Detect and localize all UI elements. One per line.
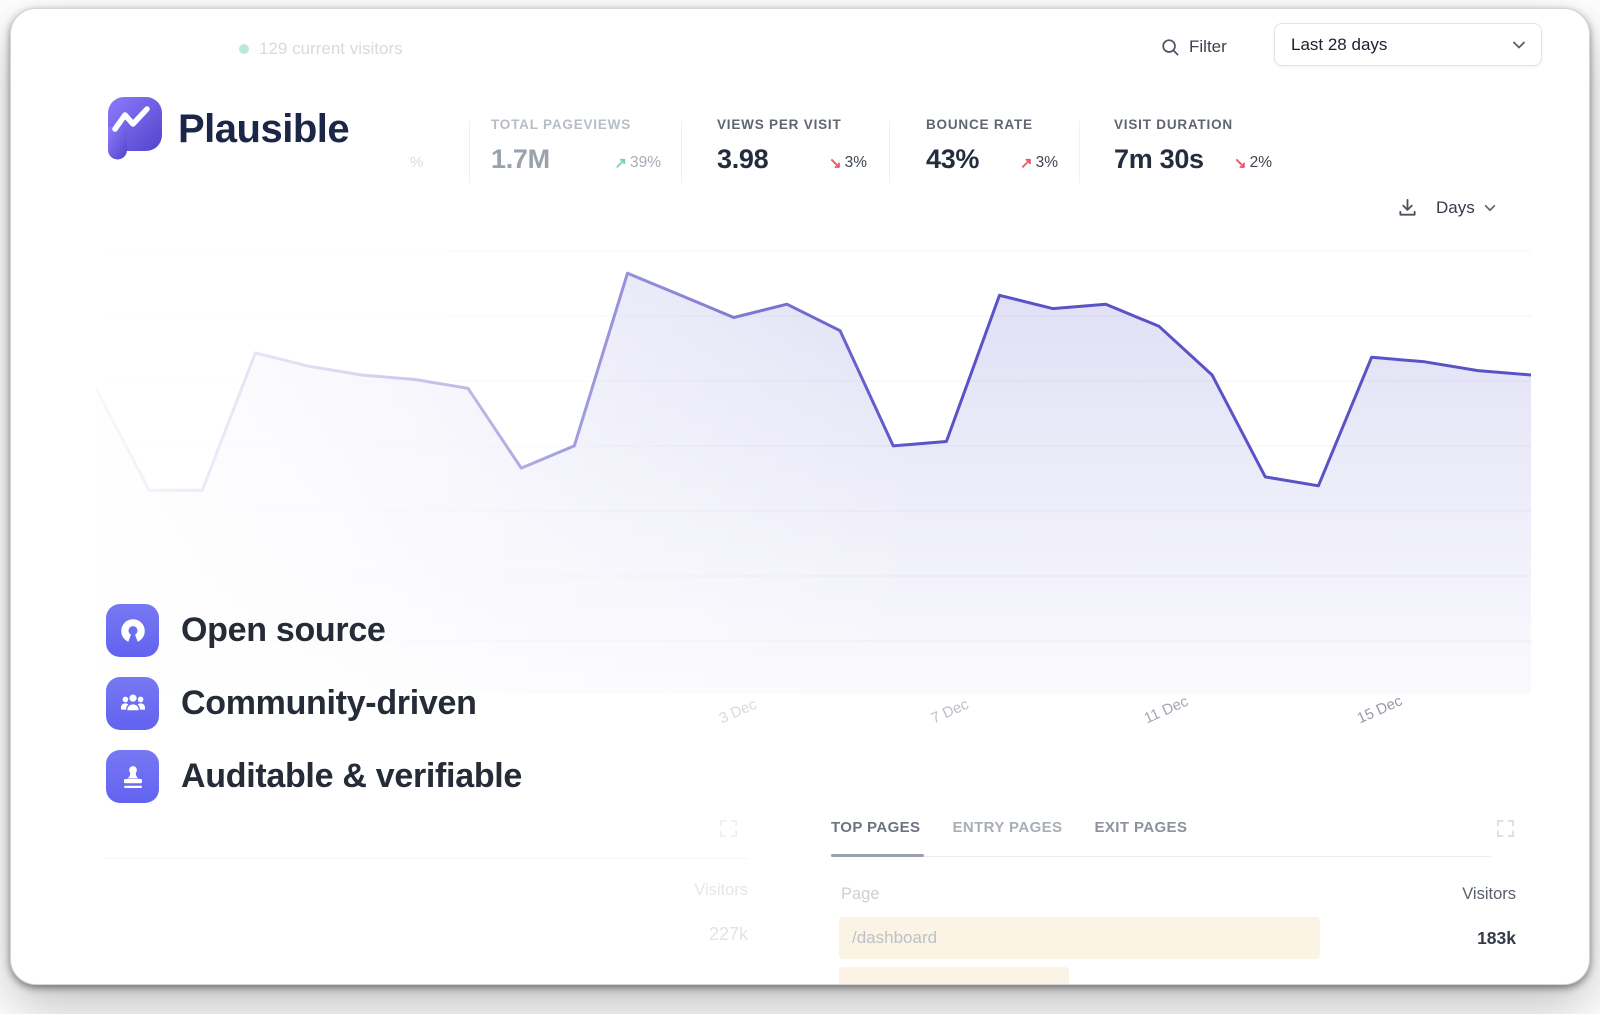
visitors-column-header: Visitors <box>694 881 748 899</box>
feature-list: Open source Community-driven <box>106 604 522 823</box>
plausible-logo: Plausible <box>108 97 350 161</box>
stat-divider <box>889 121 890 183</box>
current-visitors-label: 129 current visitors <box>259 39 403 58</box>
interval-dropdown[interactable]: Days <box>1436 198 1497 218</box>
tab-exit-pages[interactable]: EXIT PAGES <box>1094 819 1188 836</box>
interval-value: Days <box>1436 197 1475 217</box>
expand-icon[interactable] <box>1496 819 1515 838</box>
stat-label: VIEWS PER VISIT <box>717 117 842 132</box>
feature-auditable-verifiable: Auditable & verifiable <box>106 750 522 803</box>
feature-label: Auditable & verifiable <box>181 757 523 795</box>
community-icon <box>106 677 159 730</box>
dashboard-window: 129 current visitors Filter Last 28 days… <box>10 8 1590 985</box>
active-tab-underline <box>831 854 924 857</box>
table-row[interactable]: /dashboard 183k <box>839 917 1516 959</box>
trend-down-icon <box>1234 154 1247 172</box>
stat-value: 3.98 <box>717 144 769 174</box>
visitors-column-header: Visitors <box>1462 885 1516 903</box>
stat-bounce-rate[interactable]: BOUNCE RATE 43% 3% <box>926 117 1058 175</box>
x-tick-label: 7 Dec <box>928 695 972 728</box>
feature-label: Community-driven <box>181 684 477 722</box>
stat-visit-duration[interactable]: VISIT DURATION 7m 30s 2% <box>1114 117 1272 175</box>
page-visitors: 183k <box>1477 928 1516 948</box>
stat-delta: 3% <box>1035 154 1058 171</box>
date-range-select[interactable]: Last 28 days <box>1274 23 1542 66</box>
expand-icon[interactable] <box>719 819 738 838</box>
feature-label: Open source <box>181 611 386 649</box>
download-icon[interactable] <box>1397 197 1418 218</box>
date-range-value: Last 28 days <box>1291 34 1388 54</box>
pages-panel: TOP PAGES ENTRY PAGES EXIT PAGES Page Vi… <box>811 791 1527 984</box>
x-tick-label: 11 Dec <box>1141 692 1191 728</box>
feature-community-driven: Community-driven <box>106 677 522 730</box>
panel-divider <box>106 858 748 859</box>
current-visitors: 129 current visitors <box>239 39 403 59</box>
chevron-down-icon <box>1513 41 1525 49</box>
page-row-bar <box>839 967 1070 984</box>
tab-top-pages[interactable]: TOP PAGES <box>831 819 921 836</box>
stat-divider <box>469 121 470 183</box>
stamp-icon <box>106 750 159 803</box>
stat-views-per-visit[interactable]: VIEWS PER VISIT 3.98 3% <box>717 117 867 175</box>
stat-total-pageviews[interactable]: TOTAL PAGEVIEWS 1.7M 39% <box>491 117 661 175</box>
stat-divider <box>1079 121 1080 183</box>
sources-panel-faded: Visitors 227k <box>96 791 748 984</box>
table-row-partial <box>839 967 1516 984</box>
stat-label: BOUNCE RATE <box>926 117 1033 132</box>
faded-stat-fragment: % <box>410 154 424 171</box>
stat-label: TOTAL PAGEVIEWS <box>491 117 632 132</box>
x-tick-label: 15 Dec <box>1354 692 1405 728</box>
open-source-icon <box>106 604 159 657</box>
stat-value: 7m 30s <box>1114 144 1204 174</box>
stat-divider <box>681 121 682 183</box>
stat-label: VISIT DURATION <box>1114 117 1233 132</box>
page-row-bar <box>839 917 1320 959</box>
visitors-value: 227k <box>708 924 748 944</box>
stat-delta: 39% <box>629 154 661 171</box>
brand-name: Plausible <box>178 106 350 151</box>
trend-down-icon <box>829 154 842 172</box>
search-icon <box>1162 38 1179 56</box>
page-name[interactable]: /dashboard <box>852 928 938 947</box>
stat-delta: 2% <box>1249 154 1272 171</box>
stat-value: 1.7M <box>491 144 550 174</box>
trend-up-icon <box>614 154 627 172</box>
feature-open-source: Open source <box>106 604 522 657</box>
chevron-down-icon <box>1484 204 1495 211</box>
x-tick-label: 3 Dec <box>716 695 760 728</box>
tab-entry-pages[interactable]: ENTRY PAGES <box>952 819 1063 836</box>
plausible-logo-icon <box>108 97 162 160</box>
page-column-header: Page <box>841 885 880 903</box>
stat-value: 43% <box>926 144 980 174</box>
live-dot-icon <box>239 44 249 54</box>
filter-button[interactable]: Filter <box>1161 37 1227 57</box>
tabs-divider <box>831 856 1491 857</box>
filter-label: Filter <box>1189 37 1227 56</box>
stat-delta: 3% <box>844 154 867 171</box>
trend-up-icon <box>1020 154 1033 172</box>
